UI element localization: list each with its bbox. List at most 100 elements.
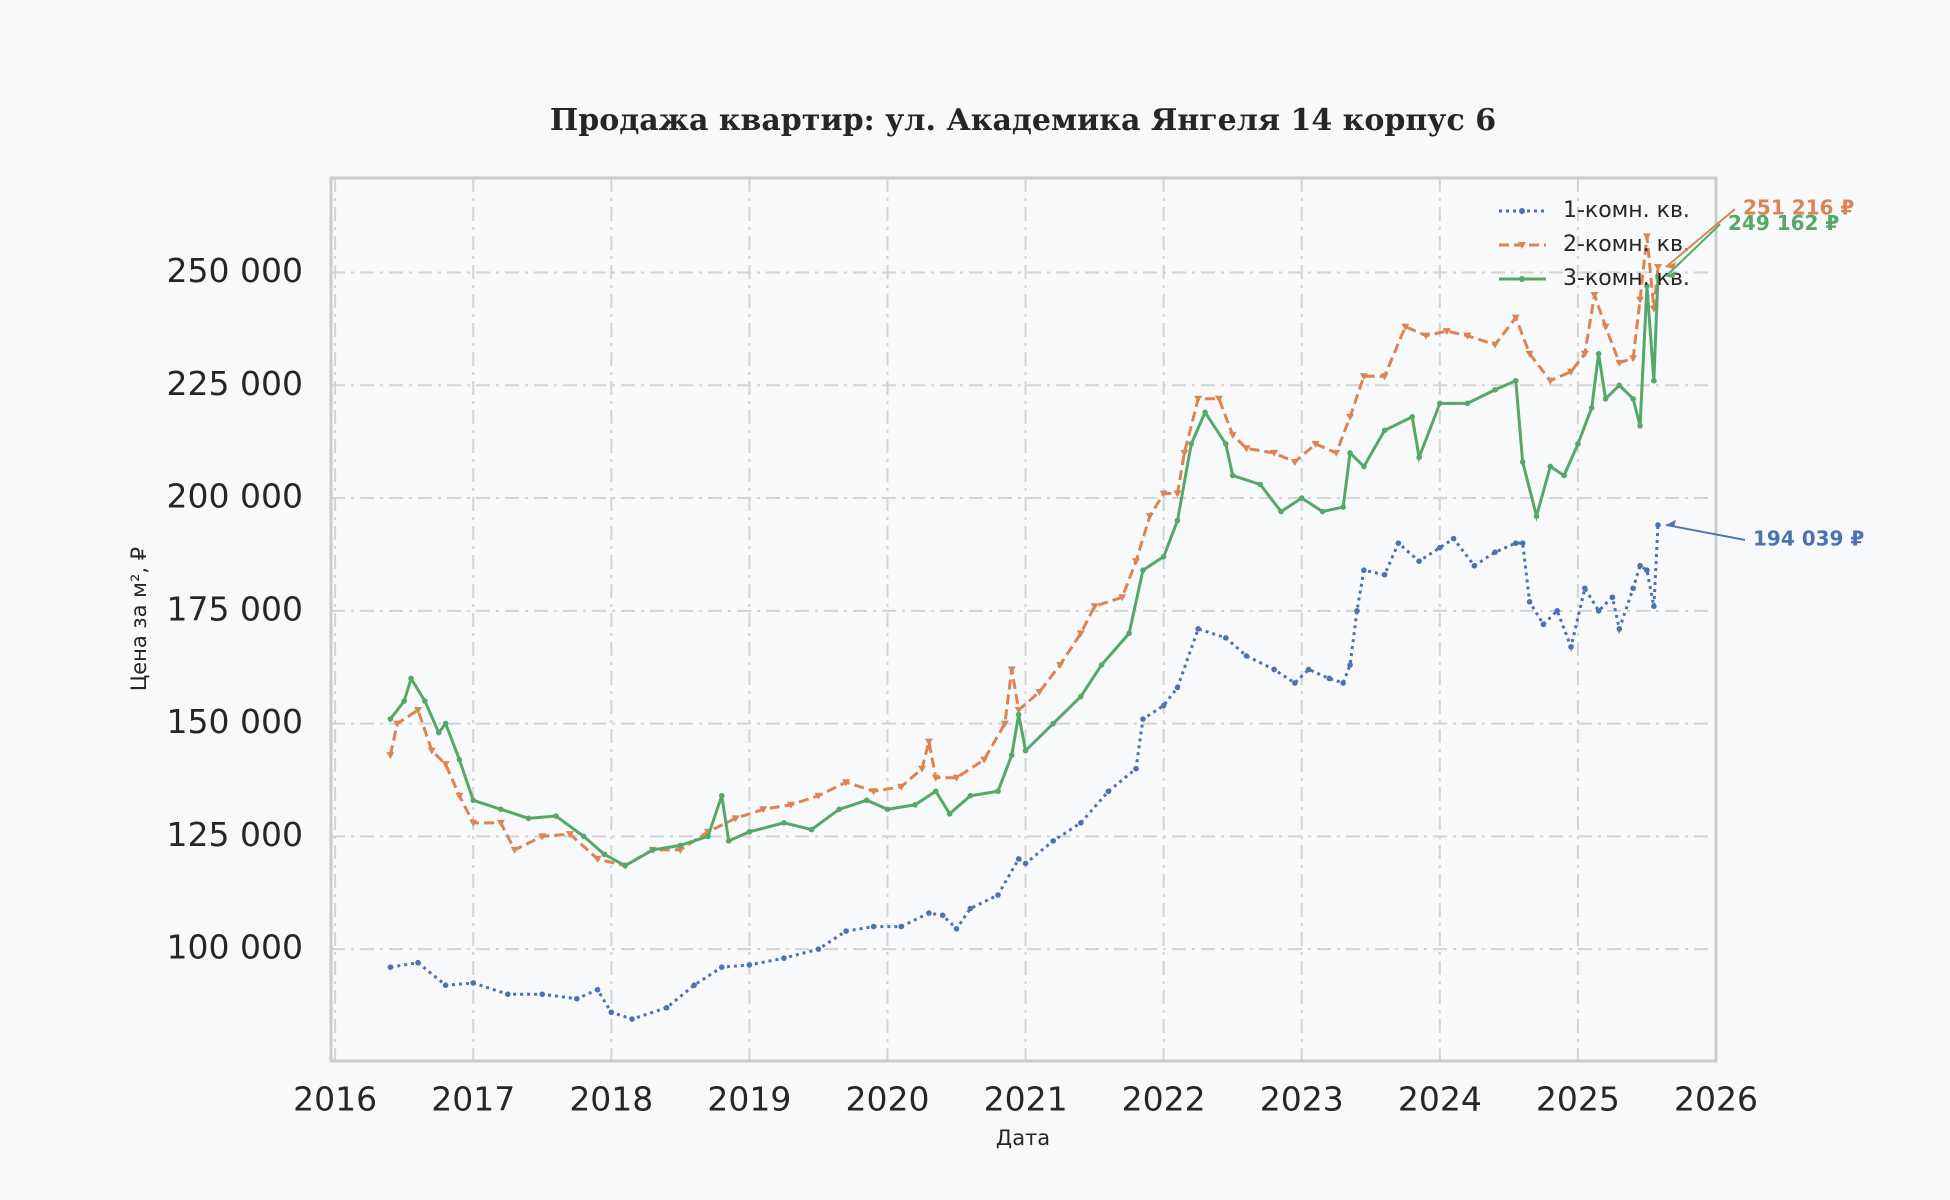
annotation-label: 194 039 ₽	[1753, 526, 1864, 550]
x-tick-label: 2026	[1674, 1080, 1758, 1119]
marker	[1347, 662, 1353, 668]
marker	[1437, 544, 1443, 551]
marker	[725, 838, 732, 844]
marker	[1567, 368, 1576, 376]
marker	[814, 792, 823, 800]
marker	[1422, 332, 1431, 340]
marker	[1050, 720, 1056, 727]
legend-label: 3-комн. кв.	[1563, 266, 1690, 291]
marker	[1145, 513, 1154, 521]
marker	[1257, 481, 1264, 488]
marker	[691, 982, 697, 989]
marker	[1561, 472, 1567, 479]
marker	[1381, 427, 1388, 434]
marker	[1519, 540, 1526, 546]
marker	[1437, 400, 1443, 407]
marker	[622, 862, 628, 869]
marker	[1519, 459, 1526, 465]
marker	[470, 980, 477, 986]
annotation-arrow	[1665, 523, 1746, 541]
marker	[1575, 441, 1581, 447]
annotation-arrow	[1665, 208, 1736, 268]
marker	[393, 720, 402, 728]
marker	[946, 811, 953, 817]
marker	[1409, 414, 1416, 420]
marker	[442, 720, 449, 727]
line	[389, 276, 1660, 868]
y-tick-label: 200 000	[167, 477, 303, 516]
marker	[718, 964, 725, 970]
marker	[884, 806, 891, 813]
marker	[427, 747, 436, 755]
marker	[1547, 463, 1554, 470]
marker	[1202, 409, 1208, 416]
annotation-label: 249 162 ₽	[1728, 211, 1839, 235]
marker	[601, 851, 608, 858]
marker	[808, 826, 815, 833]
marker	[746, 829, 753, 835]
marker	[538, 833, 547, 841]
marker	[1512, 377, 1519, 384]
marker	[1381, 571, 1388, 578]
marker	[1533, 513, 1540, 519]
legend-label: 2-комн. кв.	[1563, 232, 1690, 257]
marker	[863, 797, 870, 804]
marker	[731, 815, 740, 823]
marker	[1140, 716, 1146, 722]
marker	[1180, 449, 1189, 457]
marker	[1525, 350, 1534, 358]
marker	[1636, 296, 1645, 304]
marker	[1347, 450, 1353, 456]
x-tick-label: 2024	[1398, 1080, 1482, 1119]
marker	[1416, 454, 1422, 461]
marker	[912, 801, 918, 808]
marker	[1160, 702, 1167, 709]
marker	[1540, 621, 1547, 628]
marker	[1644, 567, 1650, 574]
marker	[1319, 508, 1326, 515]
marker	[781, 955, 787, 961]
marker	[1132, 558, 1141, 566]
annotation-arrow	[1665, 223, 1721, 278]
y-axis-label: Цена за м², ₽	[127, 547, 151, 691]
marker	[1582, 585, 1588, 592]
marker	[553, 813, 559, 819]
marker	[1160, 553, 1167, 560]
marker	[786, 801, 795, 809]
marker	[1595, 608, 1602, 614]
series	[387, 273, 1661, 869]
marker	[1655, 273, 1661, 280]
marker	[918, 765, 927, 773]
marker	[573, 995, 580, 1002]
marker	[386, 752, 395, 760]
marker	[1228, 431, 1237, 439]
marker	[1609, 594, 1616, 601]
marker	[931, 774, 940, 782]
marker	[1270, 449, 1279, 457]
marker	[967, 792, 974, 799]
marker	[1035, 689, 1044, 697]
marker	[1354, 608, 1360, 614]
marker	[608, 1009, 615, 1016]
marker	[470, 797, 477, 804]
marker	[842, 779, 851, 787]
marker	[1242, 445, 1251, 453]
marker	[995, 788, 1001, 795]
marker	[1637, 423, 1643, 429]
marker	[1340, 504, 1346, 510]
marker	[1078, 693, 1084, 700]
marker	[1602, 396, 1609, 402]
marker	[1463, 332, 1472, 340]
marker	[1188, 441, 1195, 447]
marker	[1401, 323, 1410, 331]
plot-area	[331, 178, 1716, 1061]
x-tick-label: 2017	[431, 1080, 515, 1119]
y-tick-label: 250 000	[167, 251, 303, 290]
marker	[1105, 788, 1112, 795]
marker	[1078, 820, 1084, 826]
legend-marker	[1519, 276, 1525, 282]
annotation-arrowhead	[1666, 271, 1677, 279]
marker	[1090, 603, 1099, 611]
marker	[1022, 747, 1029, 754]
marker	[413, 707, 422, 715]
